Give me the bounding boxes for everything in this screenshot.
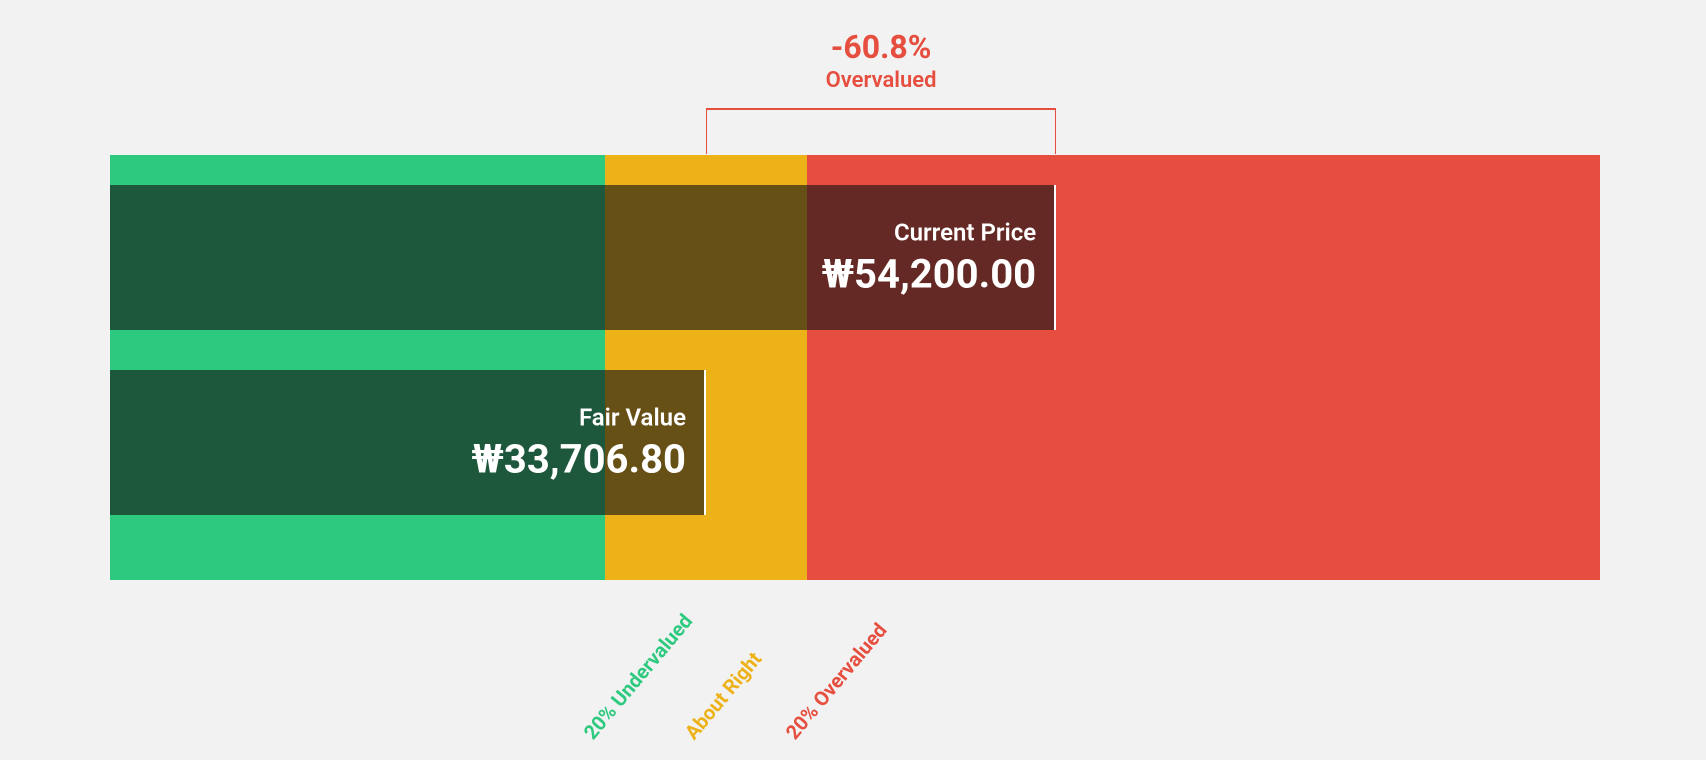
current-price-bar: Current Price ₩54,200.00 <box>110 185 1056 330</box>
current-price-label-group: Current Price ₩54,200.00 <box>822 218 1037 297</box>
current-price-label: Current Price <box>822 218 1037 246</box>
fair-value-label: Fair Value <box>471 403 686 431</box>
valuation-annotation: -60.8% Overvalued <box>826 28 937 93</box>
fair-value-label-group: Fair Value ₩33,706.80 <box>471 403 686 482</box>
axis-label-about-right: About Right <box>680 647 767 744</box>
axis-label-overvalued: 20% Overvalued <box>781 618 892 744</box>
fair-value-value: ₩33,706.80 <box>471 435 686 482</box>
valuation-status: Overvalued <box>826 68 937 93</box>
fair-value-bar: Fair Value ₩33,706.80 <box>110 370 706 515</box>
annotation-bracket <box>706 108 1056 154</box>
valuation-percent: -60.8% <box>826 28 937 66</box>
current-price-value: ₩54,200.00 <box>822 250 1037 297</box>
axis-label-undervalued: 20% Undervalued <box>578 609 697 744</box>
valuation-chart: Current Price ₩54,200.00 Fair Value ₩33,… <box>110 155 1600 580</box>
